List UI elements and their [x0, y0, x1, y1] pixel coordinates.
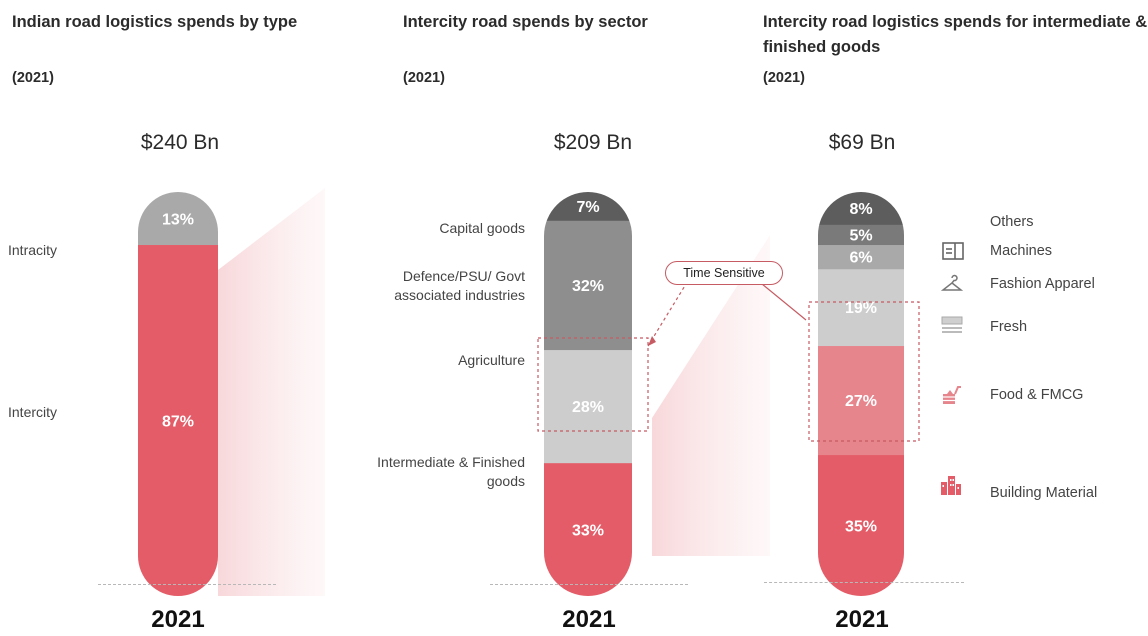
- time-sensitive-box-agriculture: [537, 337, 649, 432]
- chart2-year: 2021: [562, 606, 616, 633]
- hanger-icon: [941, 274, 963, 291]
- legend-others: Others: [990, 214, 1034, 230]
- callout-pointer-right: [761, 283, 807, 321]
- chart2-label-capital-goods: Capital goods: [439, 220, 525, 236]
- legend-fashion-apparel: Fashion Apparel: [990, 276, 1095, 292]
- chart2-value-label: 33%: [572, 522, 604, 539]
- chart1-label-intracity: Intracity: [8, 242, 58, 258]
- callout-pointer-left: [647, 283, 687, 347]
- chart3-subtitle: (2021): [763, 70, 805, 86]
- chart1-stacked-bar: [138, 192, 218, 596]
- chart3-title: Intercity road logistics spends for inte…: [763, 10, 1148, 60]
- chart3-segment-fresh: [818, 268, 904, 347]
- chart2-title: Intercity road spends by sector: [403, 10, 693, 35]
- chart1-title-text: Indian road logistics spends by type: [12, 13, 298, 31]
- chart2-label-intermediate: Intermediate & Finished goods: [377, 454, 525, 489]
- chart3-value-label: 27%: [845, 393, 877, 410]
- chart1-value-label: 87%: [162, 413, 194, 430]
- legend-building-material: Building Material: [990, 485, 1098, 501]
- chart3-segment-food-fmcg: [818, 345, 904, 456]
- chart2-segment-agriculture: [544, 349, 632, 464]
- chart1-year: 2021: [151, 606, 205, 633]
- chart3-segment-fashion-apparel: [818, 244, 904, 270]
- legend-machines: Machines: [990, 243, 1053, 259]
- chart1-segment-intercity: [138, 244, 218, 596]
- chart3-value-label: 5%: [849, 227, 872, 244]
- connector-chart1-to-chart2: [218, 188, 325, 596]
- chart2-label-defence: Defence/PSU/ Govt associated industries: [394, 268, 525, 303]
- chart3-value-label: 19%: [845, 300, 877, 317]
- callout-arrowhead: [648, 336, 656, 346]
- time-sensitive-callout: Time Sensitive: [665, 261, 783, 285]
- chart2-subtitle: (2021): [403, 70, 445, 86]
- chart3-value-label: 6%: [849, 250, 872, 267]
- chart2-title-text: Intercity road spends by sector: [403, 13, 648, 31]
- machine-icon: [942, 242, 964, 260]
- chart3-stacked-bar: [818, 192, 904, 596]
- chart2-segment-defence-psu-govt-associated-industries: [544, 220, 632, 351]
- chart3-total: $69 Bn: [828, 131, 896, 154]
- fresh-crate-icon: [941, 316, 963, 333]
- chart3-year: 2021: [835, 606, 889, 633]
- chart2-stacked-bar: [544, 192, 632, 596]
- chart1-subtitle: (2021): [12, 70, 54, 86]
- chart2-value-label: 32%: [572, 278, 604, 295]
- chart1-baseline: [98, 584, 276, 585]
- chart1-total: $240 Bn: [140, 131, 220, 154]
- segment-labels: 87% 13% 33% 28% 32% 7% 35% 27% 19% 6% 5% 8%: [162, 199, 877, 539]
- chart2-baseline: [490, 584, 688, 585]
- chart3-segment-machines: [818, 224, 904, 246]
- legend-fresh: Fresh: [990, 319, 1028, 335]
- chart2-label-agriculture: Agriculture: [458, 352, 525, 368]
- chart3-value-label: 35%: [845, 518, 877, 535]
- buildings-icon: [941, 476, 961, 495]
- chart1-value-label: 13%: [162, 211, 194, 228]
- food-cart-icon: [943, 386, 961, 404]
- chart3-segment-building-material: [818, 454, 904, 596]
- chart2-value-label: 7%: [576, 199, 599, 216]
- chart1-title: Indian road logistics spends by type: [12, 10, 342, 35]
- chart2-total: $209 Bn: [553, 131, 633, 154]
- chart1-label-intercity: Intercity: [8, 404, 58, 420]
- time-sensitive-box-fresh-food: [808, 301, 920, 442]
- chart3-baseline: [764, 582, 964, 583]
- chart3-title-text: Intercity road logistics spends for inte…: [763, 13, 1148, 56]
- connector-chart2-to-chart3: [652, 235, 770, 556]
- chart2-segment-intermediate-finished-goods: [544, 462, 632, 596]
- chart3-value-label: 8%: [849, 201, 872, 218]
- legend-food-fmcg: Food & FMCG: [990, 387, 1084, 403]
- chart2-value-label: 28%: [572, 399, 604, 416]
